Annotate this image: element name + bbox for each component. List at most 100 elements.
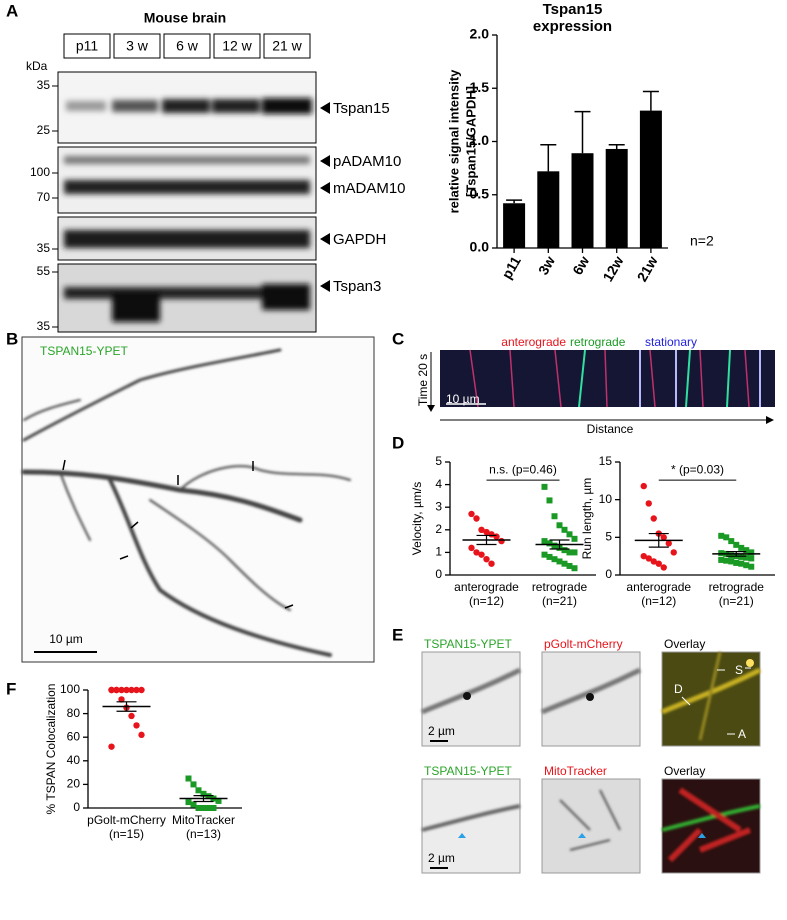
point xyxy=(561,560,568,567)
point xyxy=(541,483,548,490)
point xyxy=(670,549,677,556)
point xyxy=(645,500,652,507)
lane-label: 6 w xyxy=(176,38,199,54)
lane-label: 3 w xyxy=(126,38,149,54)
marker-label: 35 xyxy=(37,319,51,333)
x-tick-sublabel: (n=21) xyxy=(719,594,754,608)
kymo-scale: 10 µm xyxy=(446,392,480,406)
point xyxy=(493,533,500,540)
time-arrow-head xyxy=(427,405,435,412)
point xyxy=(551,542,558,549)
kymo-time: Time 20 s xyxy=(416,354,430,406)
image-scale: 2 µm xyxy=(428,851,455,865)
error-bar xyxy=(608,143,625,149)
x-tick-label: anterograde xyxy=(626,580,691,594)
point xyxy=(488,560,495,567)
marker-ticks xyxy=(52,85,58,328)
x-tick-sublabel: (n=13) xyxy=(186,827,221,841)
point xyxy=(195,787,202,794)
size-markers: 35 25 100 70 35 55 35 xyxy=(30,78,58,333)
image-label: TSPAN15-YPET xyxy=(424,764,512,778)
point xyxy=(718,550,725,557)
x-tick-sublabel: (n=15) xyxy=(109,827,144,841)
point xyxy=(728,558,735,565)
marker-label: 35 xyxy=(37,241,51,255)
point xyxy=(546,553,553,560)
point xyxy=(478,526,485,533)
point xyxy=(200,805,207,811)
legend-anterograde: anterograde xyxy=(501,335,566,349)
sem-bar xyxy=(549,539,570,550)
point xyxy=(650,515,657,522)
x-tick-sublabel: (n=21) xyxy=(542,594,577,608)
point xyxy=(546,497,553,504)
y-tick-label: 10 xyxy=(599,492,613,506)
micrograph xyxy=(21,336,375,663)
x-tick-label: 21w xyxy=(634,253,661,284)
point xyxy=(665,540,672,547)
point xyxy=(478,551,485,558)
point xyxy=(640,482,647,490)
point xyxy=(128,686,135,694)
x-tick-label: anterograde xyxy=(454,580,519,594)
sem-bar xyxy=(476,534,497,546)
legend-retrograde: retrograde xyxy=(570,335,626,349)
panel-letter: E xyxy=(392,625,403,644)
annotation: n.s. (p=0.46) xyxy=(489,462,557,476)
point xyxy=(185,775,192,782)
point xyxy=(195,805,202,811)
sem-bar xyxy=(648,532,669,548)
error-bar xyxy=(642,90,659,111)
point xyxy=(118,696,125,703)
arrows xyxy=(62,459,294,609)
x-tick-sublabel: (n=12) xyxy=(641,594,676,608)
e-images xyxy=(421,651,762,874)
y-tick-label: 60 xyxy=(67,729,81,743)
marker-label: 25 xyxy=(37,123,51,137)
lane-box xyxy=(163,33,211,59)
scale-label: 10 µm xyxy=(49,632,83,646)
y-tick-label: 5 xyxy=(605,530,612,544)
point xyxy=(128,712,135,720)
kymo-distance: Distance xyxy=(587,422,634,436)
point xyxy=(650,558,657,565)
x-tick-label: 6w xyxy=(569,253,592,277)
point xyxy=(743,562,750,569)
y-tick-label: 2 xyxy=(435,522,442,536)
point xyxy=(728,552,735,559)
y-axis-label: Run length, µm xyxy=(580,478,594,560)
overlay-arrows xyxy=(681,667,751,735)
sem-bar xyxy=(116,701,137,712)
point xyxy=(660,564,667,571)
band-label: Tspan15 xyxy=(333,100,390,117)
point xyxy=(738,560,745,567)
point xyxy=(551,513,558,520)
band-label: pADAM10 xyxy=(333,153,401,170)
point xyxy=(733,541,740,548)
point xyxy=(728,538,735,545)
y-tick-label: 1.0 xyxy=(470,132,490,148)
point xyxy=(566,549,573,556)
point xyxy=(133,722,140,729)
point xyxy=(660,534,667,541)
point xyxy=(556,558,563,565)
y-axis-label: % TSPAN Colocalization xyxy=(44,684,58,815)
legend-stationary: stationary xyxy=(645,335,697,349)
point xyxy=(205,805,212,811)
chart-title: Tspan15 xyxy=(543,1,603,18)
x-tick-label: 12w xyxy=(599,253,626,284)
kda-label: kDa xyxy=(26,59,48,73)
point xyxy=(468,544,475,552)
bar xyxy=(571,153,594,248)
blot-title: Mouse brain xyxy=(144,10,226,26)
point xyxy=(185,799,192,806)
y-tick-label: 20 xyxy=(67,777,81,791)
y-tick-label: 80 xyxy=(67,706,81,720)
marker-label: 100 xyxy=(30,165,50,179)
lane-box xyxy=(263,33,311,59)
image-scale: 2 µm xyxy=(428,724,455,738)
band-arrows xyxy=(320,102,330,292)
point xyxy=(738,553,745,560)
micrograph-label: TSPAN15-YPET xyxy=(40,344,128,358)
image-label: Overlay xyxy=(664,764,705,778)
